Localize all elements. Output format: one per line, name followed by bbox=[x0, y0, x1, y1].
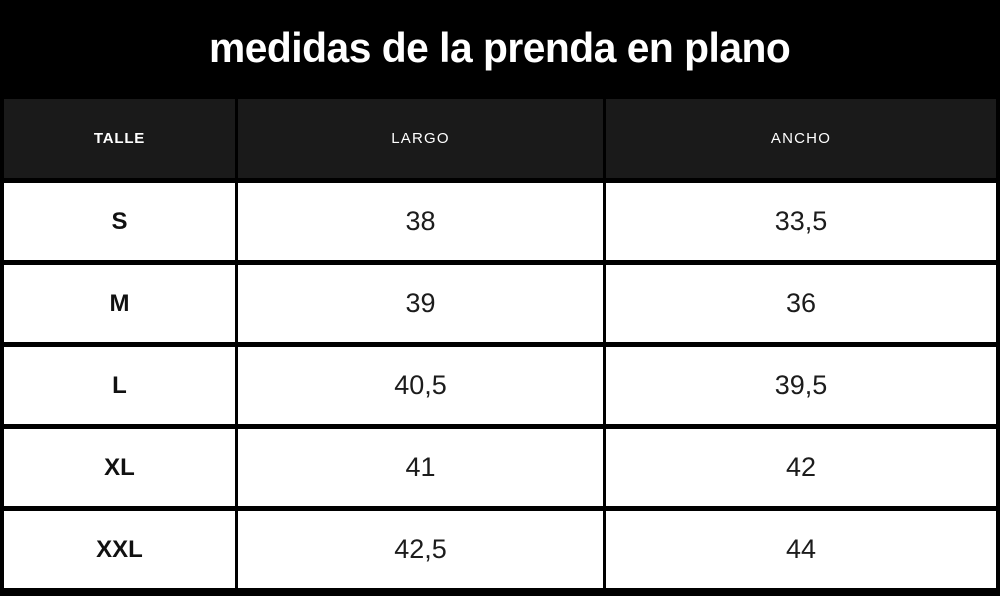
size-cell: XXL bbox=[4, 511, 235, 588]
title-bar: medidas de la prenda en plano bbox=[0, 0, 1000, 95]
header-cell-talle: TALLE bbox=[4, 99, 235, 178]
largo-cell: 38 bbox=[238, 183, 603, 260]
ancho-cell: 44 bbox=[606, 511, 996, 588]
ancho-cell: 39,5 bbox=[606, 347, 996, 424]
size-cell: L bbox=[4, 347, 235, 424]
ancho-cell: 33,5 bbox=[606, 183, 996, 260]
header-cell-ancho: ANCHO bbox=[606, 99, 996, 178]
largo-cell: 42,5 bbox=[238, 511, 603, 588]
largo-cell: 41 bbox=[238, 429, 603, 506]
largo-cell: 39 bbox=[238, 265, 603, 342]
header-cell-largo: LARGO bbox=[238, 99, 603, 178]
ancho-cell: 36 bbox=[606, 265, 996, 342]
size-chart-table: TALLE LARGO ANCHO S 38 33,5 M 39 36 L 40… bbox=[0, 95, 1000, 592]
page-title: medidas de la prenda en plano bbox=[209, 23, 791, 71]
size-cell: S bbox=[4, 183, 235, 260]
largo-cell: 40,5 bbox=[238, 347, 603, 424]
size-cell: M bbox=[4, 265, 235, 342]
ancho-cell: 42 bbox=[606, 429, 996, 506]
size-cell: XL bbox=[4, 429, 235, 506]
